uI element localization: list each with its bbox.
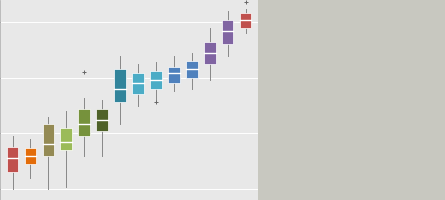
Bar xyxy=(240,13,251,28)
Bar xyxy=(43,124,54,156)
Bar xyxy=(114,69,126,102)
Bar xyxy=(7,147,18,172)
Bar xyxy=(150,71,162,89)
Bar xyxy=(24,148,36,164)
Bar xyxy=(186,61,198,78)
Bar xyxy=(61,128,72,150)
Bar xyxy=(96,109,108,131)
Bar xyxy=(132,73,144,94)
Bar xyxy=(78,109,90,136)
Bar xyxy=(204,42,215,64)
Bar xyxy=(222,20,234,44)
Bar xyxy=(168,67,180,83)
